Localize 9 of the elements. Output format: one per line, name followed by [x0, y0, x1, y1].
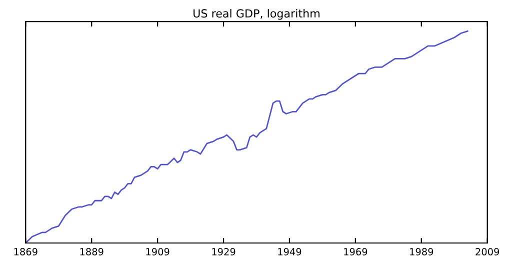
x-tick-label: 1969 [344, 248, 368, 256]
x-tick-label: 2009 [476, 248, 500, 256]
x-tick-label: 1889 [80, 248, 104, 256]
x-tick-label: 1949 [278, 248, 302, 256]
x-tick-label: 1989 [410, 248, 434, 256]
chart-title: US real GDP, logarithm [194, 8, 320, 20]
x-tick-label: 1909 [146, 248, 170, 256]
x-tick-label: 1869 [14, 248, 38, 256]
x-tick-label: 1929 [212, 248, 236, 256]
